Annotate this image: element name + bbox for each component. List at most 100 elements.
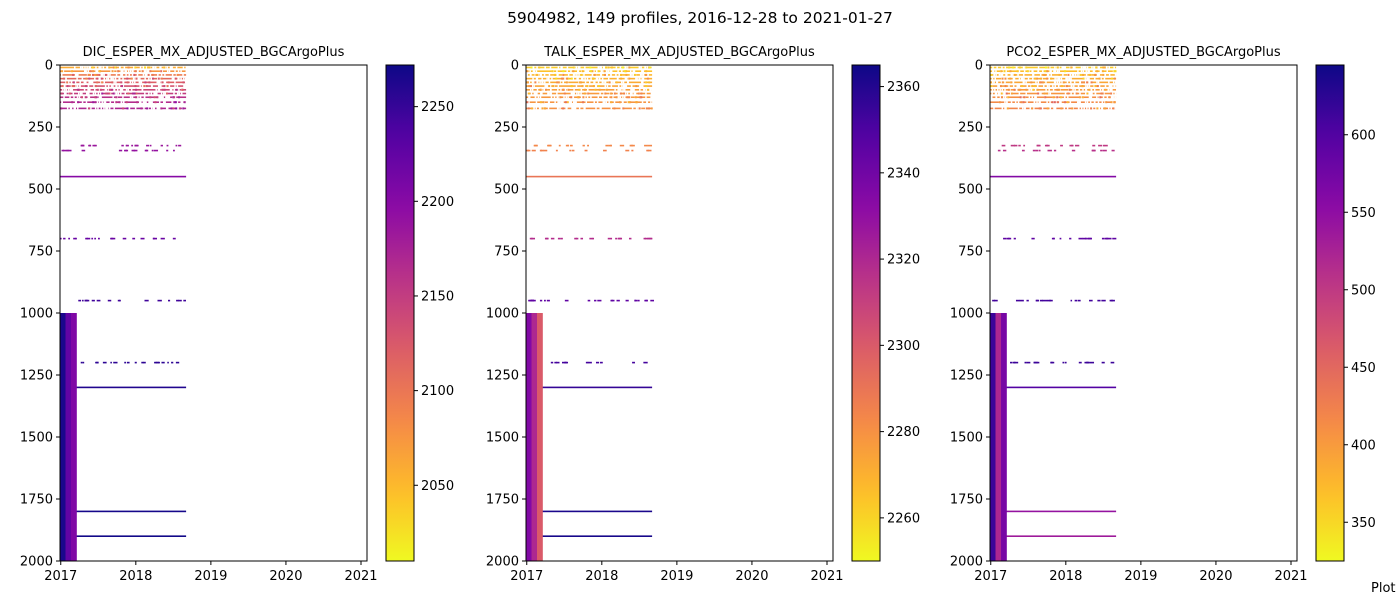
profile-gap <box>1003 92 1006 95</box>
profile-gap <box>545 85 548 88</box>
profile-gap <box>576 92 578 95</box>
profile-cell <box>1105 101 1108 104</box>
profile-gap <box>72 92 75 95</box>
profile-gap <box>533 70 536 73</box>
profile-gap <box>157 77 159 80</box>
profile-gap <box>169 66 172 69</box>
profile-gap <box>1010 73 1012 76</box>
profile-cell <box>156 96 159 99</box>
profile-cell <box>529 299 532 302</box>
profile-cell <box>561 88 564 91</box>
profile-gap <box>83 88 86 91</box>
profile-gap <box>624 88 626 91</box>
depth-level-line <box>990 510 1117 513</box>
profile-gap <box>127 107 130 110</box>
profile-gap <box>134 81 136 84</box>
profile-cell <box>107 299 112 302</box>
profile-gap <box>136 73 139 76</box>
profile-gap <box>630 85 633 88</box>
profile-cell <box>117 70 120 73</box>
profile-cell <box>1025 66 1028 69</box>
profile-gap <box>152 66 154 69</box>
profile-gap <box>570 92 573 95</box>
profile-gap <box>185 85 187 88</box>
profile-cell <box>592 85 595 88</box>
profile-gap <box>528 96 530 99</box>
profile-gap <box>64 85 66 88</box>
profile-gap <box>1111 85 1113 88</box>
profile-cell <box>562 107 565 110</box>
profile-gap <box>548 77 550 80</box>
profile-cell <box>644 144 648 147</box>
profile-gap <box>129 70 132 73</box>
profile-cell <box>94 144 97 147</box>
colorbar-tick-label: 500 <box>1351 283 1376 298</box>
profile-gap <box>530 92 533 95</box>
profile-cell <box>124 361 126 364</box>
profile-gap <box>166 66 168 69</box>
profile-gap <box>570 101 572 104</box>
profile-gap <box>1046 85 1049 88</box>
profile-gap <box>585 101 588 104</box>
profile-gap <box>586 70 588 73</box>
profile-gap <box>185 66 188 69</box>
profile-cell <box>121 144 124 147</box>
profile-gap <box>1004 66 1007 69</box>
profile-cell <box>1095 66 1098 69</box>
profile-gap <box>1059 101 1061 104</box>
profile-gap <box>1114 96 1117 99</box>
profile-cell <box>98 70 101 73</box>
profile-gap <box>1018 70 1021 73</box>
profile-gap <box>136 70 139 73</box>
profile-gap <box>79 81 81 84</box>
colorbar-tick-label: 2150 <box>421 289 454 304</box>
profile-gap <box>993 73 995 76</box>
profile-gap <box>645 92 647 95</box>
profile-gap <box>156 81 158 84</box>
profile-cell <box>136 101 139 104</box>
profile-cell <box>1061 85 1064 88</box>
profile-cell <box>628 96 631 99</box>
profile-gap <box>1069 101 1072 104</box>
profile-gap <box>79 66 82 69</box>
profile-gap <box>157 81 160 84</box>
profile-gap <box>602 70 604 73</box>
profile-cell <box>134 85 137 88</box>
profile-gap <box>1112 81 1115 84</box>
profile-gap <box>87 70 89 73</box>
profile-gap <box>1064 92 1067 95</box>
profile-cell <box>85 77 88 80</box>
profile-cell <box>1019 96 1022 99</box>
y-tick-label: 250 <box>958 121 983 136</box>
profile-gap <box>565 107 567 110</box>
profile-gap <box>610 85 613 88</box>
profile-gap <box>164 101 166 104</box>
depth-level-line <box>526 89 653 91</box>
profile-cell <box>539 88 542 91</box>
profile-gap <box>174 70 176 73</box>
profile-gap <box>158 107 160 110</box>
profile-gap <box>1039 73 1042 76</box>
profile-cell <box>578 88 581 91</box>
profile-cell <box>608 144 612 147</box>
profile-gap <box>1084 81 1087 84</box>
profile-cell <box>151 77 154 80</box>
profile-cell <box>174 101 177 104</box>
profile-gap <box>76 77 78 80</box>
profile-cell <box>1033 361 1037 364</box>
profile-cell <box>1042 81 1045 84</box>
profile-gap <box>641 101 644 104</box>
profile-cell <box>570 85 573 88</box>
profile-gap <box>546 85 548 88</box>
profile-gap <box>95 70 98 73</box>
profile-gap <box>67 81 70 84</box>
profile-gap <box>182 66 185 69</box>
profile-cell <box>163 88 166 91</box>
profile-cell <box>71 70 74 73</box>
profile-gap <box>1106 66 1108 69</box>
profile-cell <box>1040 81 1043 84</box>
profile-gap <box>139 66 142 69</box>
profile-cell <box>175 144 178 147</box>
profile-cell <box>1099 96 1102 99</box>
profile-cell <box>1006 107 1009 110</box>
